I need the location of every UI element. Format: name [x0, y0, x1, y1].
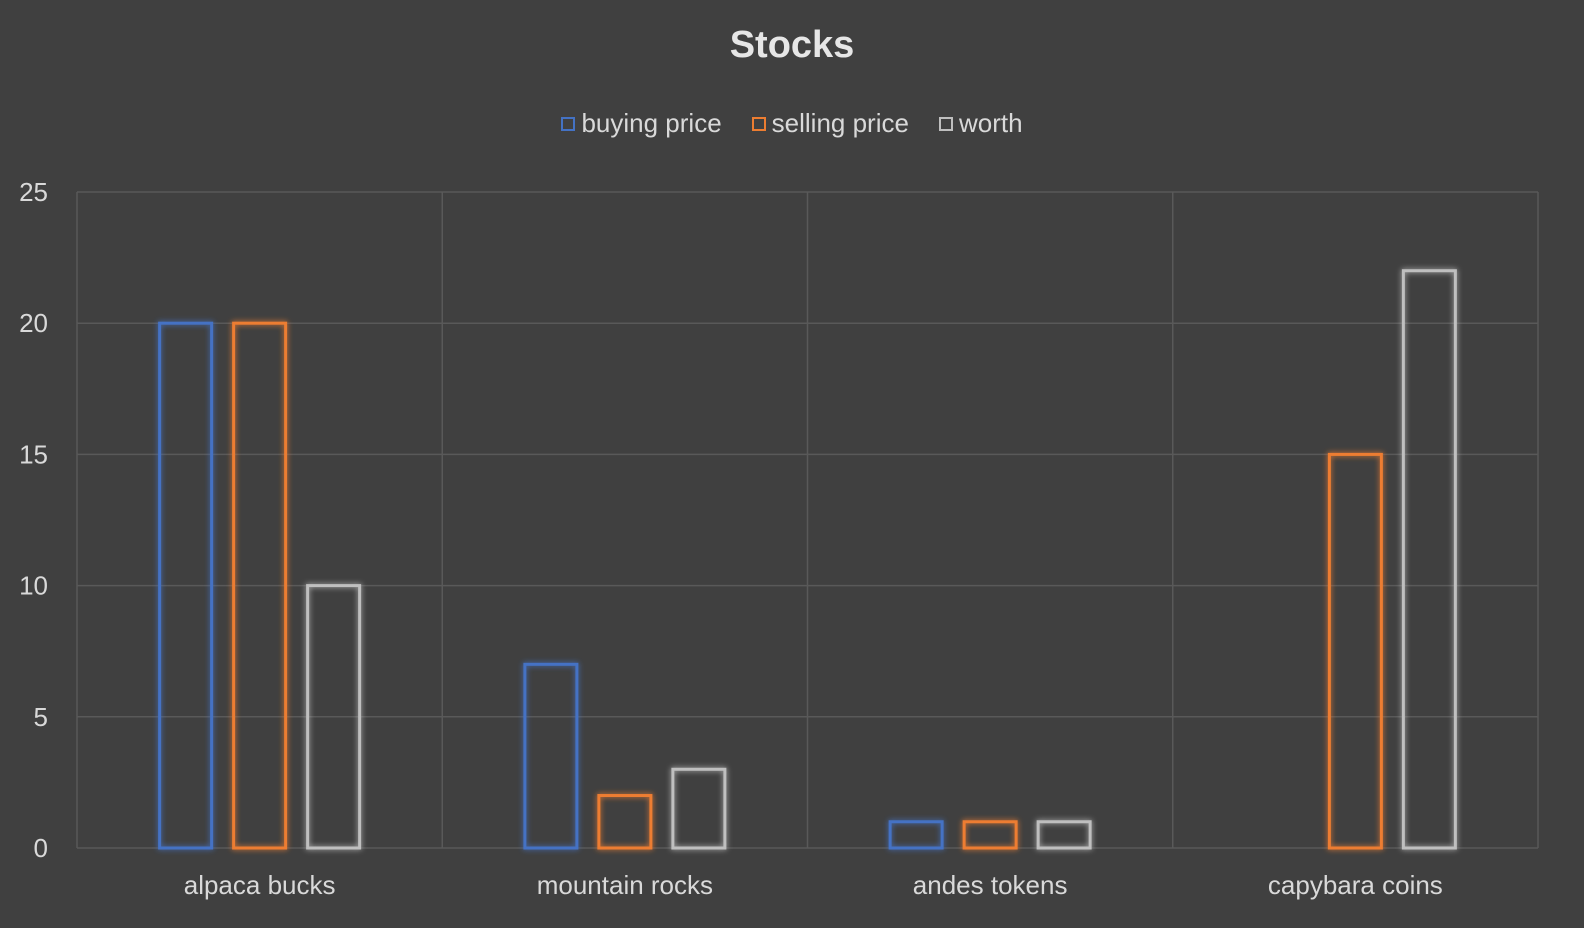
- bar-worth-mountain-rocks: [671, 767, 727, 850]
- legend-swatch-selling-price: [751, 116, 766, 131]
- y-tick-label: 0: [34, 833, 48, 863]
- y-tick-label: 10: [19, 571, 48, 601]
- legend-label-selling-price: selling price: [771, 108, 909, 138]
- legend-label-buying-price: buying price: [581, 108, 722, 138]
- legend-item-selling-price: selling price: [751, 108, 909, 139]
- bar-worth-capybara-coins: [1401, 269, 1457, 850]
- chart-title: Stocks: [729, 24, 855, 66]
- legend-swatch-worth: [938, 116, 953, 131]
- legend: buying price selling price worth: [0, 108, 1584, 139]
- x-category-label: mountain rocks: [537, 870, 713, 900]
- y-tick-label: 5: [34, 702, 48, 732]
- bar-worth-alpaca-bucks: [306, 584, 362, 850]
- legend-label-worth: worth: [958, 108, 1023, 138]
- x-category-label: andes tokens: [913, 870, 1068, 900]
- y-tick-label: 20: [19, 308, 48, 338]
- bar-selling-price-mountain-rocks: [597, 794, 653, 850]
- legend-item-worth: worth: [938, 108, 1023, 139]
- bar-selling-price-alpaca-bucks: [232, 321, 288, 850]
- bar-buying-price-andes-tokens: [888, 820, 944, 850]
- x-category-label: capybara coins: [1268, 870, 1443, 900]
- bar-worth-andes-tokens: [1036, 820, 1092, 850]
- bar-selling-price-capybara-coins: [1327, 452, 1383, 850]
- bar-selling-price-andes-tokens: [962, 820, 1018, 850]
- y-tick-label: 25: [19, 177, 48, 207]
- bar-buying-price-alpaca-bucks: [158, 321, 214, 850]
- legend-swatch-buying-price: [561, 116, 576, 131]
- x-category-label: alpaca bucks: [184, 870, 336, 900]
- bar-buying-price-mountain-rocks: [523, 662, 579, 850]
- y-tick-label: 15: [19, 439, 48, 469]
- legend-item-buying-price: buying price: [561, 108, 722, 139]
